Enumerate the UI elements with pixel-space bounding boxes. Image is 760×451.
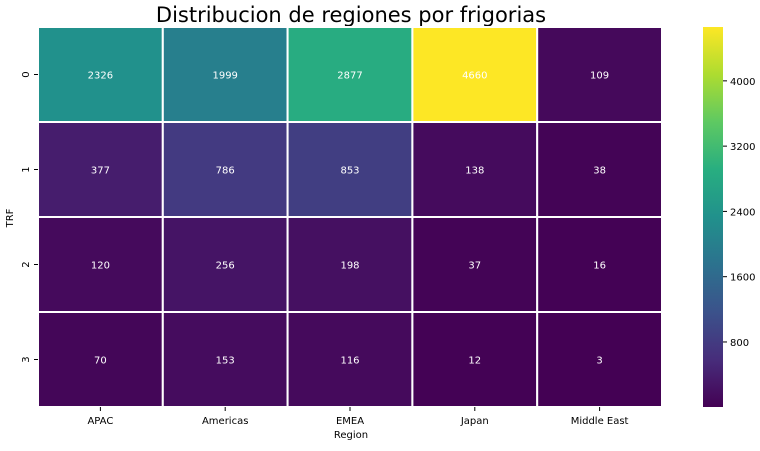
- cell-value-label: 377: [91, 166, 110, 177]
- y-axis: 0 1 2 3: [21, 71, 38, 363]
- heatmap-cell: [37, 26, 164, 123]
- x-tick-label: Americas: [202, 416, 248, 427]
- heatmap-cell: [411, 216, 539, 313]
- cell-annotations: 2326 1999 2877 4660 109 377 786 853 138 38 120 256 1…: [88, 71, 609, 367]
- heatmap-cell: [161, 26, 289, 123]
- x-tick-label: Middle East: [571, 416, 629, 427]
- cell-value-label: 138: [465, 166, 484, 177]
- cell-value-label: 116: [340, 356, 359, 367]
- colorbar: [703, 27, 723, 407]
- cell-value-label: 2877: [337, 71, 362, 82]
- cell-value-label: 1999: [212, 71, 237, 82]
- cell-value-label: 37: [468, 261, 481, 272]
- cell-value-label: 120: [91, 261, 110, 272]
- cell-value-label: 4660: [462, 71, 487, 82]
- colorbar-axis: 800 1600 2400 3200 4000: [723, 77, 755, 349]
- heatmap-cell: [286, 311, 414, 408]
- heatmap-cell: [536, 121, 664, 218]
- cell-value-label: 109: [590, 71, 609, 82]
- cell-value-label: 16: [593, 261, 606, 272]
- colorbar-tick-label: 3200: [730, 142, 755, 153]
- x-tick-label: EMEA: [336, 416, 364, 427]
- x-axis: APAC Americas EMEA Japan Middle East: [87, 407, 629, 427]
- y-tick-label: 0: [21, 71, 32, 77]
- cell-value-label: 256: [216, 261, 235, 272]
- x-tick-label: Japan: [460, 416, 489, 427]
- heatmap-cell: [286, 121, 414, 218]
- chart-title: Distribucion de regiones por frigorias: [156, 3, 546, 27]
- colorbar-tick-label: 800: [730, 338, 749, 349]
- colorbar-tick-label: 1600: [730, 273, 755, 284]
- cell-value-label: 198: [340, 261, 359, 272]
- colorbar-tick-label: 2400: [730, 207, 755, 218]
- heatmap-cell: [411, 311, 539, 408]
- heatmap-cell: [161, 216, 289, 313]
- y-tick-label: 1: [21, 166, 32, 172]
- x-tick-label: APAC: [87, 416, 113, 427]
- y-tick-label: 2: [21, 261, 32, 267]
- cell-value-label: 70: [94, 356, 107, 367]
- cell-value-label: 12: [468, 356, 481, 367]
- heatmap-cell: [286, 26, 414, 123]
- heatmap-cell: [161, 311, 289, 408]
- cell-value-label: 153: [216, 356, 235, 367]
- x-axis-label: Region: [334, 430, 368, 441]
- cell-value-label: 853: [340, 166, 359, 177]
- cell-value-label: 38: [593, 166, 606, 177]
- y-axis-label: TRF: [5, 208, 16, 228]
- heatmap-cell: [536, 311, 664, 408]
- cell-value-label: 3: [596, 356, 602, 367]
- cell-value-label: 2326: [88, 71, 113, 82]
- y-tick-label: 3: [21, 356, 32, 362]
- cell-value-label: 786: [216, 166, 235, 177]
- colorbar-tick-label: 4000: [730, 77, 755, 88]
- heatmap-cells: [37, 26, 664, 408]
